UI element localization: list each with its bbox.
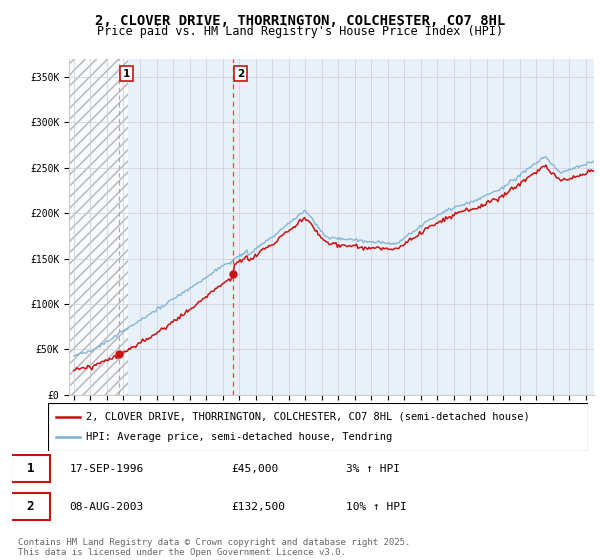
Text: 2, CLOVER DRIVE, THORRINGTON, COLCHESTER, CO7 8HL (semi-detached house): 2, CLOVER DRIVE, THORRINGTON, COLCHESTER… [86, 412, 530, 422]
Text: HPI: Average price, semi-detached house, Tendring: HPI: Average price, semi-detached house,… [86, 432, 392, 442]
Text: 1: 1 [123, 69, 130, 79]
Text: 2: 2 [237, 69, 244, 79]
Bar [69, 59, 128, 395]
FancyBboxPatch shape [11, 455, 50, 482]
Text: 2: 2 [26, 500, 34, 513]
FancyBboxPatch shape [11, 493, 50, 520]
Text: 08-AUG-2003: 08-AUG-2003 [70, 502, 144, 511]
Text: £132,500: £132,500 [231, 502, 285, 511]
Text: 2, CLOVER DRIVE, THORRINGTON, COLCHESTER, CO7 8HL: 2, CLOVER DRIVE, THORRINGTON, COLCHESTER… [95, 14, 505, 28]
Text: 3% ↑ HPI: 3% ↑ HPI [346, 464, 400, 474]
Bar [69, 59, 128, 395]
Text: 1: 1 [26, 462, 34, 475]
Text: Contains HM Land Registry data © Crown copyright and database right 2025.
This d: Contains HM Land Registry data © Crown c… [18, 538, 410, 557]
Text: 17-SEP-1996: 17-SEP-1996 [70, 464, 144, 474]
Text: Price paid vs. HM Land Registry's House Price Index (HPI): Price paid vs. HM Land Registry's House … [97, 25, 503, 38]
Text: £45,000: £45,000 [231, 464, 278, 474]
Text: 10% ↑ HPI: 10% ↑ HPI [346, 502, 407, 511]
